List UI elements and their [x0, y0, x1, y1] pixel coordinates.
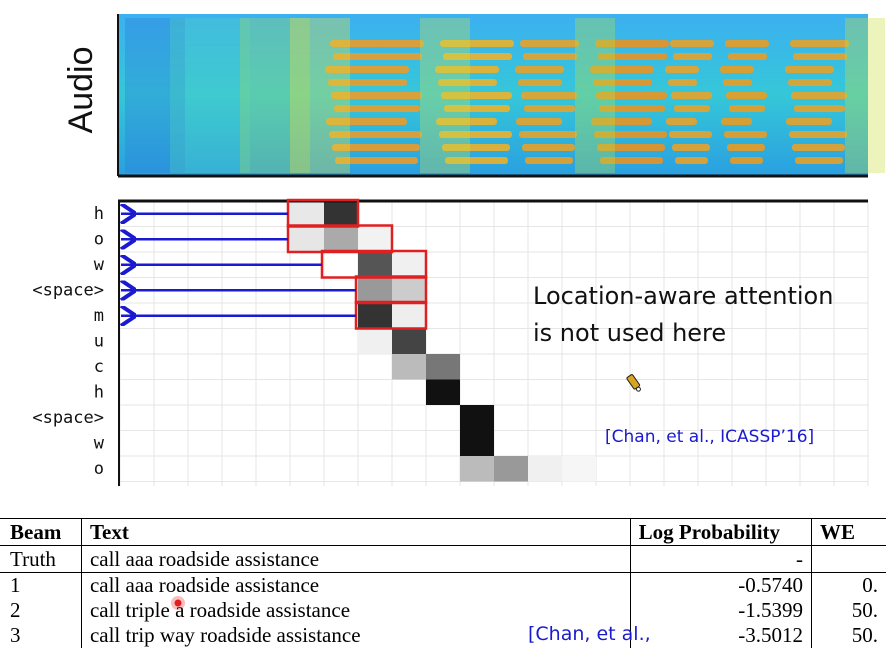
beam-table: Beam Text Log Probability WE Truth call …	[0, 518, 886, 653]
attention-cell	[290, 226, 324, 252]
attention-cell	[494, 456, 528, 482]
attention-cell	[324, 201, 358, 227]
token-label: w	[94, 255, 105, 275]
token-label: o	[94, 459, 104, 479]
attention-cell	[426, 379, 460, 405]
cell-wer	[811, 545, 886, 573]
token-label: <space>	[32, 408, 104, 428]
audio-label: Audio	[62, 47, 100, 134]
cell-logp: -1.5399	[629, 598, 812, 623]
token-label: m	[94, 306, 104, 326]
table-row: 3 call trip way roadside assistance -3.5…	[0, 623, 886, 648]
annotation-line-1: Location-aware attention	[533, 282, 833, 310]
spectrogram	[117, 14, 885, 178]
token-label: u	[94, 332, 104, 352]
attention-cell	[358, 328, 392, 354]
cell-text: call aaa roadside assistance	[80, 572, 631, 598]
cell-wer: 50.	[811, 623, 886, 648]
attention-cell	[426, 354, 460, 380]
attention-cell	[460, 405, 494, 431]
token-label: w	[94, 434, 105, 454]
attention-cell	[528, 456, 562, 482]
annotation-line-2: is not used here	[533, 319, 726, 347]
cell-beam: 3	[10, 623, 21, 647]
attention-cell	[460, 430, 494, 456]
token-label: c	[94, 357, 104, 377]
attention-cell	[392, 354, 426, 380]
citation-chart: [Chan, et al., ICASSP’16]	[605, 427, 814, 447]
attention-cell	[562, 456, 596, 482]
header-beam: Beam	[0, 518, 82, 546]
table-header: Beam Text Log Probability WE	[0, 518, 886, 546]
cell-wer: 50.	[811, 598, 886, 623]
attention-cell	[392, 303, 426, 329]
table-row: 1 call aaa roadside assistance -0.5740 0…	[0, 572, 886, 598]
cell-wer: 0.	[811, 572, 886, 598]
cell-logp: -3.5012	[629, 623, 812, 648]
attention-cell	[392, 277, 426, 303]
cell-beam: 1	[10, 573, 21, 597]
attention-cell	[358, 252, 392, 278]
citation-table: [Chan, et al.,	[528, 623, 651, 645]
attention-cell	[290, 201, 324, 227]
header-logp: Log Probability	[629, 518, 812, 546]
cell-text: call trip way roadside assistance	[80, 623, 631, 648]
token-label: h	[94, 204, 104, 224]
cell-text: call aaa roadside assistance	[80, 545, 631, 573]
table-row: 2 call triple a roadside assistance -1.5…	[0, 598, 886, 623]
token-label: o	[94, 230, 104, 250]
attention-cell	[358, 277, 392, 303]
attention-cell	[392, 328, 426, 354]
table-row: Truth call aaa roadside assistance -	[0, 545, 886, 573]
token-label: h	[94, 383, 104, 403]
token-label: <space>	[32, 281, 104, 301]
attention-cell	[392, 252, 426, 278]
attention-cell	[324, 226, 358, 252]
attention-cell	[460, 456, 494, 482]
attention-cell	[358, 303, 392, 329]
cell-beam: Truth	[0, 545, 82, 573]
header-wer: WE	[811, 518, 886, 546]
cell-text: call triple a roadside assistance	[80, 598, 631, 623]
attention-cell	[358, 226, 392, 252]
cell-beam: 2	[10, 598, 21, 622]
cell-logp: -	[629, 545, 812, 573]
pen-cursor-icon	[626, 374, 641, 392]
header-text: Text	[80, 518, 631, 546]
cell-logp: -0.5740	[629, 572, 812, 598]
